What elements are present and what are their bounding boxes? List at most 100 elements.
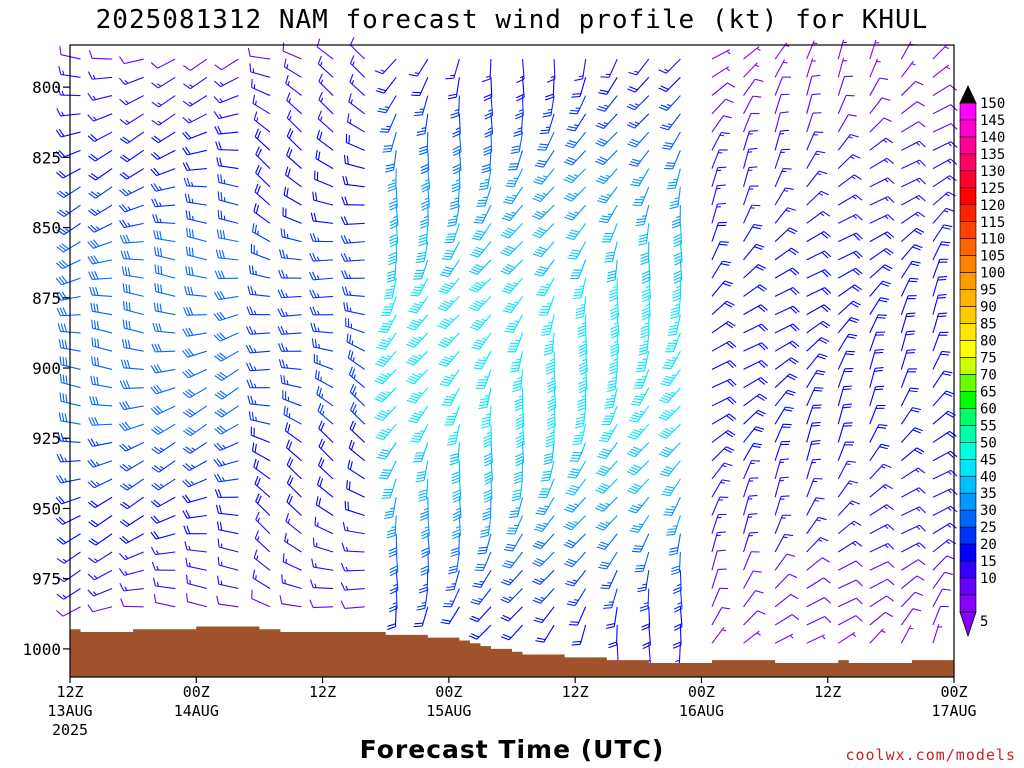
wind-barb [932,370,953,388]
wind-barb [408,296,429,314]
wind-barb [774,440,791,461]
wind-barb [182,113,208,124]
wind-barb [564,551,587,568]
wind-barb [150,496,176,508]
x-tick-label: 00Z [435,683,462,701]
wind-barb [342,521,365,535]
wind-barb [251,78,271,97]
wind-barb [317,476,334,498]
wind-barb [667,314,681,336]
wind-barb [282,207,302,224]
wind-barb [605,606,618,629]
wind-barb [932,191,956,206]
wind-barb [901,575,925,589]
wind-barb [279,249,302,261]
wind-barb [388,533,398,558]
wind-barb [87,204,113,217]
x-tick-label: 00Z [688,683,715,701]
wind-barb [659,387,681,404]
wind-barb [900,80,924,96]
wind-barb [537,131,555,151]
wind-barb [628,150,650,167]
wind-barb [122,283,144,297]
colorbar-swatch [959,543,977,562]
wind-barb [347,349,365,370]
wind-barb [774,129,790,151]
colorbar-label: 150 [980,96,1005,112]
wind-barb [711,607,731,626]
wind-barb [837,540,863,553]
colorbar-swatch [959,526,977,545]
wind-barb [182,95,208,107]
wind-barb [604,241,618,263]
wind-barb [565,223,587,241]
wind-barb [442,588,460,608]
wind-barb [215,249,239,261]
wind-barb [806,287,832,297]
colorbar-label: 5 [980,614,988,630]
wind-barb [342,175,365,188]
wind-barb [340,216,365,226]
wind-barb [659,113,681,131]
wind-barb [574,58,587,82]
wind-barb [183,76,208,90]
wind-barb [711,149,728,169]
wind-barb [87,438,113,447]
wind-barb [641,278,652,303]
wind-barb [151,423,176,435]
wind-barb [774,357,799,370]
wind-barb [869,611,893,626]
y-tick-label: 800 [32,78,61,97]
wind-barb [247,395,271,407]
wind-barb [901,211,926,224]
wind-barb [932,64,951,78]
wind-barb [444,223,460,244]
colorbar-label: 20 [980,537,997,553]
wind-barb [349,420,366,443]
wind-barb [248,264,271,279]
wind-barb [388,241,398,266]
wind-barb [340,253,365,262]
wind-barb [479,515,492,538]
wind-barb [664,332,681,353]
wind-barb [711,626,727,644]
wind-barb [154,264,176,279]
wind-barb [609,332,620,357]
wind-barb [284,532,302,553]
wind-barb [711,98,734,115]
wind-barb [806,557,830,571]
wind-barb [629,515,650,533]
wind-barb [515,442,525,467]
wind-barb [469,606,492,623]
wind-barb [500,588,523,604]
wind-barb [545,351,555,375]
wind-barb [314,369,334,389]
wind-barb [508,497,524,519]
wind-barb [806,211,831,224]
wind-barb [598,77,618,95]
wind-barb [346,113,365,133]
wind-barb [88,149,113,162]
wind-barb [468,624,492,640]
wind-barb [340,562,365,572]
colorbar-label: 105 [980,249,1005,265]
wind-barb [315,496,334,516]
wind-barb [774,93,790,114]
wind-barb [150,546,176,556]
wind-barb [569,442,587,462]
wind-barb [254,475,271,498]
wind-barb [217,173,239,188]
wind-barb [481,59,492,83]
wind-barb [91,319,113,334]
wind-barb [469,296,492,312]
wind-barb [532,588,555,604]
wind-barb [511,478,524,502]
wind-barb [283,186,302,206]
wind-barb [638,332,650,356]
wind-barb [901,524,926,535]
wind-barb [900,41,914,60]
wind-barb [606,259,618,283]
x-tick-label: 2025 [52,721,88,739]
wind-barb [472,569,492,588]
wind-barb [182,510,207,519]
